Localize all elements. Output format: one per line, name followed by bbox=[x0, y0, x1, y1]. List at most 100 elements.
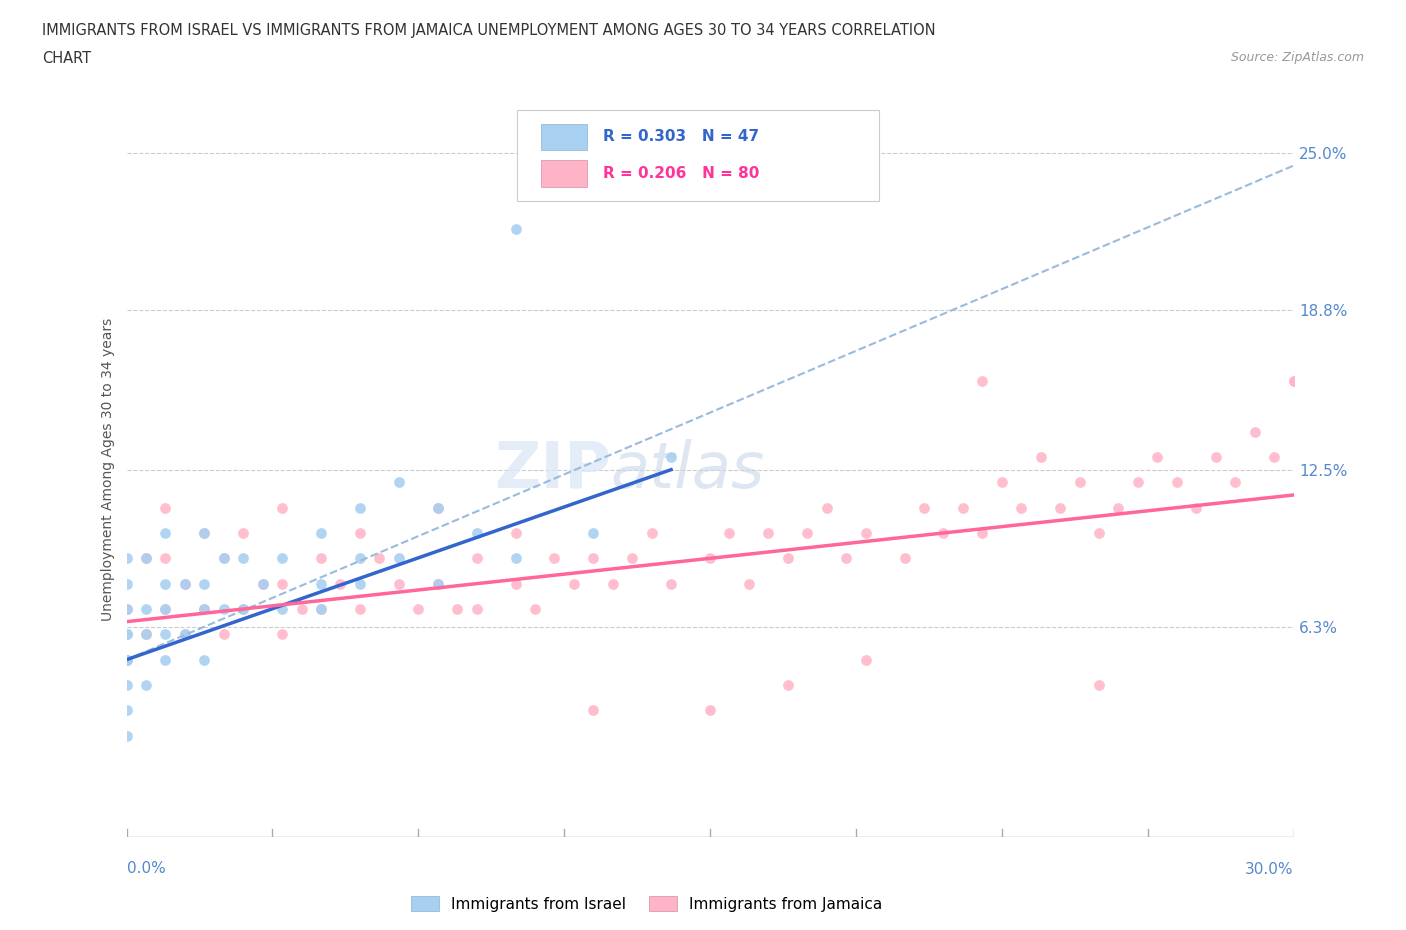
Text: ZIP: ZIP bbox=[494, 439, 610, 500]
Point bbox=[155, 627, 177, 642]
Point bbox=[115, 627, 138, 642]
Point bbox=[232, 602, 254, 617]
Point bbox=[932, 525, 955, 540]
Point bbox=[155, 602, 177, 617]
Point bbox=[388, 577, 411, 591]
Point bbox=[426, 577, 449, 591]
Point bbox=[582, 525, 605, 540]
Point bbox=[756, 525, 779, 540]
Point bbox=[309, 551, 332, 565]
Point bbox=[855, 652, 877, 667]
Point bbox=[582, 551, 605, 565]
Point bbox=[738, 577, 761, 591]
Point bbox=[1205, 449, 1227, 464]
Point bbox=[349, 551, 371, 565]
Point bbox=[115, 652, 138, 667]
Point bbox=[135, 627, 157, 642]
Point bbox=[776, 551, 799, 565]
Point bbox=[290, 602, 312, 617]
Point bbox=[1263, 449, 1285, 464]
Point bbox=[115, 627, 138, 642]
Point bbox=[388, 475, 411, 490]
Point bbox=[952, 500, 974, 515]
Point bbox=[232, 551, 254, 565]
Point bbox=[699, 703, 721, 718]
Point bbox=[505, 525, 527, 540]
Point bbox=[115, 703, 138, 718]
Text: atlas: atlas bbox=[610, 439, 765, 500]
Point bbox=[252, 577, 274, 591]
Point bbox=[115, 728, 138, 743]
Point bbox=[155, 500, 177, 515]
Point bbox=[1223, 475, 1246, 490]
Point bbox=[329, 577, 352, 591]
Point bbox=[155, 525, 177, 540]
FancyBboxPatch shape bbox=[517, 110, 879, 202]
Point bbox=[621, 551, 644, 565]
Point bbox=[155, 551, 177, 565]
Point bbox=[309, 602, 332, 617]
Point bbox=[174, 627, 197, 642]
Point bbox=[855, 525, 877, 540]
Point bbox=[1185, 500, 1208, 515]
FancyBboxPatch shape bbox=[541, 160, 588, 187]
Point bbox=[1243, 424, 1265, 439]
Point bbox=[309, 577, 332, 591]
Point bbox=[465, 602, 488, 617]
Point bbox=[174, 577, 197, 591]
Point bbox=[271, 577, 294, 591]
Point bbox=[193, 525, 215, 540]
Point bbox=[193, 602, 215, 617]
Point bbox=[1282, 374, 1305, 389]
Point bbox=[408, 602, 430, 617]
Point bbox=[465, 551, 488, 565]
FancyBboxPatch shape bbox=[541, 124, 588, 150]
Point bbox=[193, 652, 215, 667]
Point bbox=[659, 449, 682, 464]
Point bbox=[893, 551, 915, 565]
Point bbox=[815, 500, 838, 515]
Point bbox=[115, 602, 138, 617]
Point bbox=[115, 678, 138, 693]
Point bbox=[155, 602, 177, 617]
Point bbox=[174, 627, 197, 642]
Text: IMMIGRANTS FROM ISRAEL VS IMMIGRANTS FROM JAMAICA UNEMPLOYMENT AMONG AGES 30 TO : IMMIGRANTS FROM ISRAEL VS IMMIGRANTS FRO… bbox=[42, 23, 936, 38]
Point bbox=[543, 551, 565, 565]
Point bbox=[659, 577, 682, 591]
Legend: Immigrants from Israel, Immigrants from Jamaica: Immigrants from Israel, Immigrants from … bbox=[405, 890, 889, 918]
Point bbox=[115, 602, 138, 617]
Point bbox=[271, 551, 294, 565]
Point bbox=[1108, 500, 1130, 515]
Point bbox=[193, 577, 215, 591]
Point bbox=[1029, 449, 1052, 464]
Point bbox=[135, 551, 157, 565]
Point bbox=[1146, 449, 1168, 464]
Point bbox=[115, 652, 138, 667]
Point bbox=[1088, 525, 1111, 540]
Point bbox=[505, 221, 527, 236]
Point bbox=[212, 551, 235, 565]
Point bbox=[426, 500, 449, 515]
Point bbox=[309, 525, 332, 540]
Point bbox=[349, 602, 371, 617]
Point bbox=[1049, 500, 1071, 515]
Point bbox=[212, 627, 235, 642]
Point bbox=[135, 678, 157, 693]
Point bbox=[718, 525, 741, 540]
Point bbox=[1088, 678, 1111, 693]
Point bbox=[212, 602, 235, 617]
Point bbox=[193, 602, 215, 617]
Point bbox=[155, 577, 177, 591]
Text: CHART: CHART bbox=[42, 51, 91, 66]
Point bbox=[388, 551, 411, 565]
Point bbox=[349, 500, 371, 515]
Point bbox=[252, 577, 274, 591]
Point bbox=[835, 551, 858, 565]
Point bbox=[368, 551, 391, 565]
Point bbox=[155, 652, 177, 667]
Y-axis label: Unemployment Among Ages 30 to 34 years: Unemployment Among Ages 30 to 34 years bbox=[101, 318, 115, 621]
Point bbox=[115, 652, 138, 667]
Point bbox=[699, 551, 721, 565]
Point bbox=[135, 602, 157, 617]
Point bbox=[505, 577, 527, 591]
